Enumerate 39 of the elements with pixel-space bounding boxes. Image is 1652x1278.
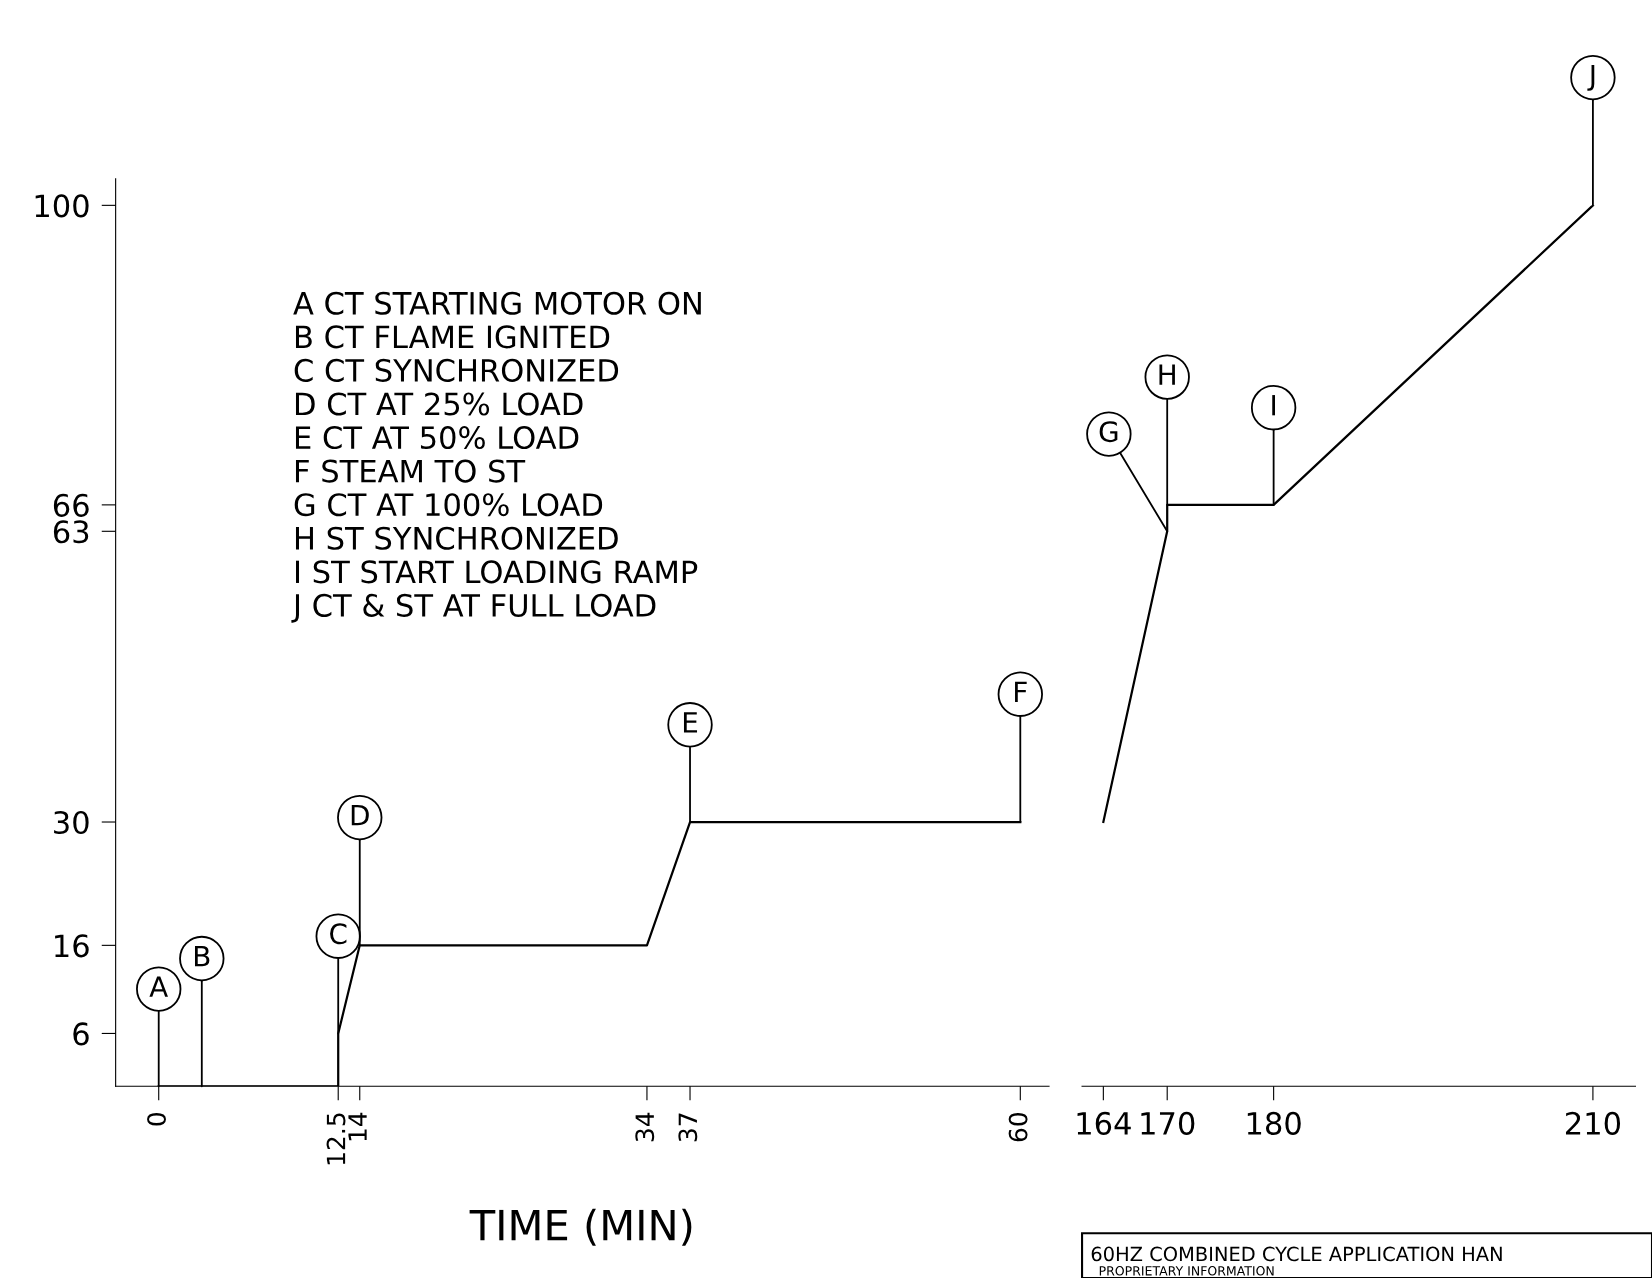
annotation: H	[1159, 364, 1175, 385]
x-tick-label: 37	[678, 1113, 698, 1142]
annotation: J	[1587, 64, 1595, 91]
y-tick-label: 63	[53, 520, 89, 544]
annotation: E	[683, 712, 698, 733]
y-tick-label: 66	[53, 493, 89, 517]
annotation: F	[1015, 681, 1027, 702]
x-tick-label: 60	[1008, 1112, 1028, 1142]
x-tick-label: 210	[1565, 1111, 1621, 1135]
x-tick-label: 164	[1077, 1111, 1131, 1135]
y-tick-label: 100	[35, 194, 89, 218]
annotation: A	[149, 976, 168, 997]
annotation: H ST SYNCHRONIZED	[295, 526, 618, 550]
x-tick-label: 0	[147, 1112, 166, 1126]
annotation: D	[351, 804, 369, 826]
annotation: G	[1099, 421, 1118, 443]
annotation: J CT & ST AT FULL LOAD	[291, 593, 656, 623]
y-tick-label: 16	[55, 934, 89, 958]
annotation: C CT SYNCHRONIZED	[294, 358, 619, 382]
y-tick-label: 30	[54, 810, 89, 835]
annotation: G CT AT 100% LOAD	[294, 493, 603, 517]
x-axis-title: TIME (MIN)	[469, 1208, 692, 1246]
x-tick-label: 180	[1247, 1111, 1301, 1135]
annotation: I	[1272, 395, 1275, 416]
x-tick-label: 12.5	[326, 1113, 346, 1165]
annotation: I ST START LOADING RAMP	[295, 560, 698, 584]
annotation: E CT AT 50% LOAD	[295, 426, 579, 450]
annotation: A CT STARTING MOTOR ON	[293, 291, 701, 315]
x-tick-label: 34	[635, 1112, 655, 1142]
annotation: F STEAM TO ST	[295, 459, 526, 483]
text: PROPRIETARY INFORMATION	[1099, 1266, 1274, 1276]
annotation: C	[330, 923, 347, 945]
text: 60HZ COMBINED CYCLE APPLICATION HAN	[1091, 1246, 1502, 1262]
annotation: D CT AT 25% LOAD	[295, 392, 583, 416]
x-tick-label: 170	[1141, 1111, 1195, 1135]
y-tick-label: 6	[73, 1022, 89, 1046]
x-tick-label: 14	[348, 1112, 367, 1141]
annotation: B CT FLAME IGNITED	[295, 325, 610, 349]
annotation: B	[194, 945, 210, 967]
